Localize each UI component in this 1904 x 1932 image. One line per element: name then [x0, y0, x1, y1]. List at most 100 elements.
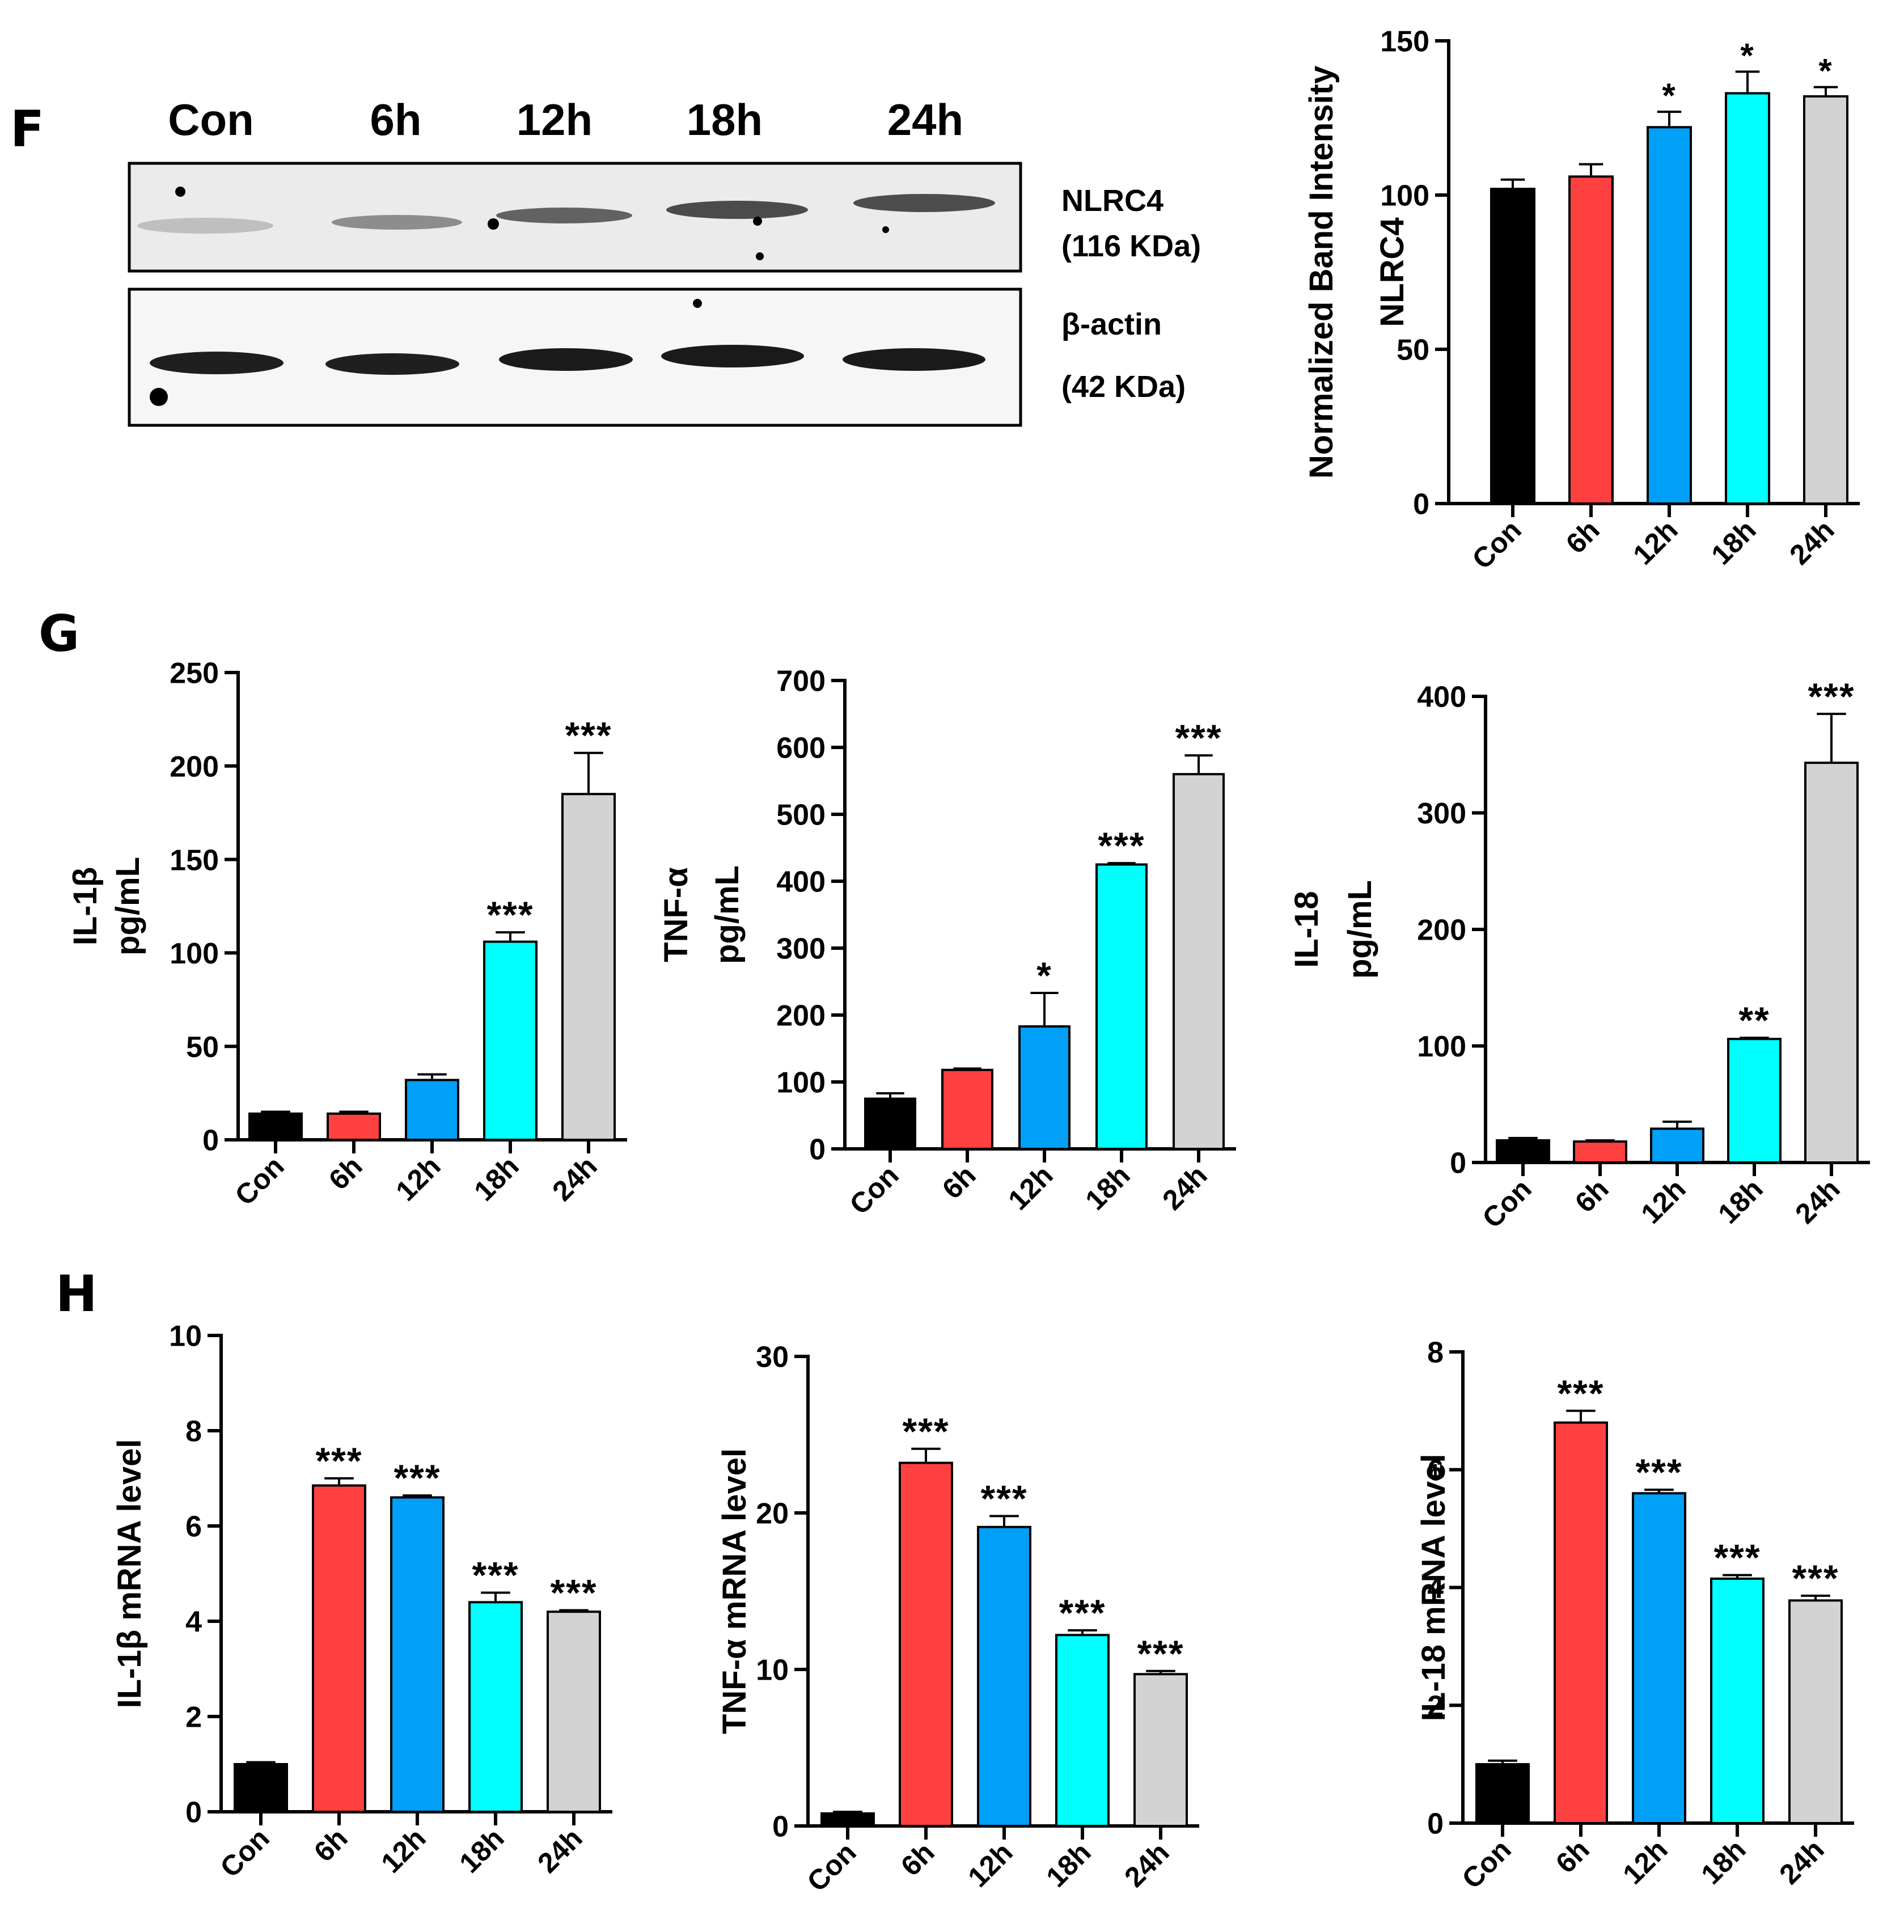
blot-band: [150, 352, 284, 374]
y-tick-label: 4: [1427, 1572, 1444, 1605]
x-category-label: 6h: [323, 1150, 369, 1196]
bar-18h: [483, 940, 538, 1142]
x-category-label: 6h: [936, 1159, 982, 1205]
bar-6h: [312, 1484, 366, 1813]
y-axis-label: IL-18: [1288, 891, 1325, 967]
y-tick-label: 50: [186, 1031, 219, 1064]
actin-label: β-actin: [1061, 307, 1162, 341]
il18-mrna-chart: 0 2 4 6 8 IL-18 mRNA level Con *** 6h *** 12h *** 18…: [1415, 1337, 1854, 1895]
x-category-label: Con: [229, 1150, 290, 1211]
x-category-label: 18h: [1040, 1836, 1097, 1893]
x-category-label: 18h: [1695, 1833, 1752, 1891]
blot-lane-label: 18h: [687, 95, 763, 145]
bar-18h: [468, 1601, 523, 1813]
significance-marker: **: [1738, 999, 1770, 1041]
bar-6h: [1554, 1421, 1608, 1824]
x-category-label: 12h: [1617, 1833, 1674, 1891]
blot-band: [137, 218, 273, 234]
x-category-label: 6h: [895, 1836, 941, 1882]
significance-marker: *: [1740, 36, 1754, 74]
y-axis-label: pg/mL: [109, 857, 146, 956]
y-tick-label: 20: [756, 1498, 789, 1531]
y-tick-label: 4: [185, 1606, 202, 1639]
bar-6h: [941, 1068, 993, 1151]
significance-marker: ***: [315, 1440, 362, 1482]
significance-marker: ***: [1792, 1557, 1839, 1599]
x-category-label: 12h: [1635, 1173, 1692, 1230]
y-axis-label: IL-1β: [67, 867, 104, 946]
bar-6h: [327, 1112, 381, 1141]
bar-12h: [1018, 1025, 1071, 1151]
bar-24h: [1788, 1599, 1843, 1825]
x-category-label: 6h: [1569, 1173, 1615, 1219]
blot-speck: [150, 388, 168, 406]
x-category-label: 12h: [1002, 1159, 1059, 1216]
blot-band: [843, 348, 985, 371]
y-axis-label: NLRC4: [1374, 217, 1411, 327]
tnfa-mrna-chart: 0 10 20 30 TNF-α mRNA level Con *** 6h *** 12h ***…: [716, 1341, 1199, 1898]
y-tick-label: 200: [170, 751, 219, 784]
blot-band: [499, 348, 633, 371]
x-category-label: Con: [1466, 514, 1527, 575]
significance-marker: ***: [1137, 1633, 1184, 1675]
il1b-mrna-chart: 0 2 4 6 8 10 IL-1β mRNA level Con *** 6h *** 12h ***…: [111, 1320, 612, 1884]
western-blot: Con 6h 12h 18h 24h NLRC4 (116 KDa) β-act…: [128, 95, 1201, 427]
significance-marker: *: [1818, 52, 1833, 90]
significance-marker: ***: [486, 894, 534, 936]
y-tick-label: 6: [1427, 1454, 1444, 1487]
y-axis-label: pg/mL: [1342, 880, 1378, 979]
significance-marker: ***: [394, 1457, 441, 1499]
y-axis-label: IL-18 mRNA level: [1415, 1454, 1452, 1722]
bar-24h: [1804, 762, 1859, 1164]
x-category-label: 6h: [308, 1822, 354, 1868]
x-category-label: 12h: [375, 1822, 432, 1879]
y-tick-label: 0: [809, 1134, 826, 1166]
y-tick-label: 150: [1380, 26, 1429, 58]
blot-lane-label: 6h: [370, 95, 421, 145]
y-tick-label: 250: [170, 657, 219, 690]
bar-24h: [561, 793, 616, 1141]
bar-12h: [405, 1079, 459, 1141]
significance-marker: ***: [1059, 1592, 1106, 1634]
y-tick-label: 2: [185, 1701, 202, 1734]
x-category-label: 24h: [546, 1150, 603, 1207]
blot-band: [666, 201, 808, 219]
bar-18h: [1095, 863, 1148, 1150]
x-category-label: 24h: [531, 1822, 589, 1879]
il18-protein-chart: 0 100 200 300 400 IL-18 pg/mL Con 6h 12h ** 18h *** 2…: [1288, 675, 1870, 1235]
y-tick-label: 300: [776, 933, 826, 966]
significance-marker: ***: [550, 1572, 597, 1614]
panel-letter-h: H: [56, 1265, 98, 1323]
y-tick-label: 2: [1427, 1690, 1444, 1723]
x-category-label: 24h: [1118, 1836, 1175, 1893]
y-axis-label: Normalized Band Intensity: [1303, 66, 1340, 479]
x-category-label: Con: [1476, 1173, 1537, 1234]
bar-con: [820, 1812, 875, 1827]
x-category-label: 18h: [453, 1822, 510, 1879]
y-tick-label: 150: [170, 844, 219, 877]
x-category-label: Con: [843, 1159, 904, 1220]
x-category-label: Con: [214, 1822, 275, 1883]
y-tick-label: 30: [756, 1341, 789, 1374]
x-category-label: 18h: [1712, 1173, 1769, 1230]
blot-speck: [488, 218, 499, 230]
y-tick-label: 8: [185, 1415, 202, 1448]
blot-speck: [693, 299, 702, 308]
y-axis-label: IL-1β mRNA level: [111, 1439, 148, 1709]
significance-marker: *: [1662, 77, 1676, 115]
bar-24h: [1803, 95, 1848, 505]
bar-con: [1490, 188, 1535, 505]
significance-marker: ***: [980, 1478, 1027, 1520]
bar-con: [864, 1097, 916, 1150]
panel-letter-g: G: [39, 604, 79, 663]
bar-12h: [977, 1525, 1031, 1828]
x-category-label: 18h: [1079, 1159, 1136, 1216]
y-tick-label: 0: [1427, 1808, 1444, 1841]
y-tick-label: 0: [1413, 488, 1429, 521]
y-tick-label: 0: [185, 1796, 202, 1829]
tnfa-protein-chart: 0 100 200 300 400 500 600 700 TNF-α pg/mL Con 6h * 12…: [658, 665, 1236, 1221]
y-tick-label: 100: [170, 937, 219, 970]
blot-speck: [756, 252, 764, 260]
blot-band: [332, 215, 462, 230]
y-tick-label: 400: [1417, 681, 1466, 714]
